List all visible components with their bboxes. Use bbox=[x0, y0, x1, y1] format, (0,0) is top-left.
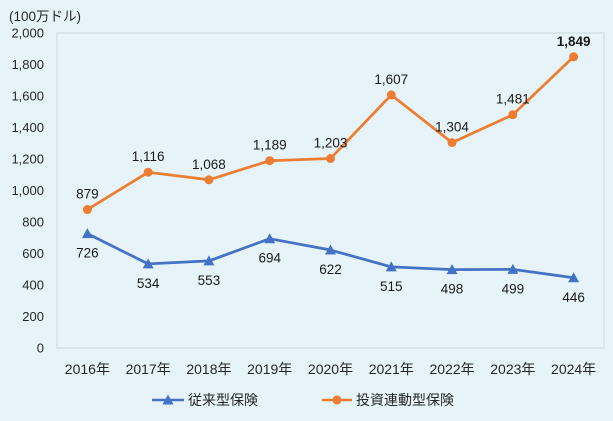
y-axis-tick-label: 800 bbox=[22, 215, 44, 230]
plot-border bbox=[56, 32, 605, 349]
y-axis-tick-label: 2,000 bbox=[11, 26, 44, 41]
data-point-marker bbox=[203, 255, 215, 266]
data-label: 1,481 bbox=[496, 92, 530, 107]
data-label: 622 bbox=[319, 262, 342, 277]
data-point-marker bbox=[143, 167, 153, 177]
data-point-marker bbox=[507, 263, 519, 274]
data-point-marker bbox=[326, 154, 335, 164]
y-axis-tick-label: 600 bbox=[22, 246, 44, 261]
data-point-marker bbox=[325, 244, 336, 255]
y-axis-tick-label: 400 bbox=[22, 278, 44, 293]
data-label: 1,607 bbox=[374, 72, 408, 87]
data-point-marker bbox=[82, 205, 92, 215]
x-axis-tick-label: 2022年 bbox=[429, 361, 474, 377]
data-label: 879 bbox=[76, 187, 99, 202]
data-point-marker bbox=[81, 228, 93, 239]
data-label: 726 bbox=[76, 246, 99, 261]
x-axis-tick-label: 2023年 bbox=[490, 361, 535, 377]
data-point-marker bbox=[386, 90, 396, 100]
data-label: 1,068 bbox=[192, 157, 226, 172]
y-axis-tick-label: 1,200 bbox=[11, 152, 44, 167]
data-label: 446 bbox=[562, 290, 585, 305]
data-point-marker bbox=[142, 258, 154, 269]
data-point-marker bbox=[265, 156, 275, 166]
series-line-1 bbox=[86, 55, 575, 211]
x-axis-tick-label: 2020年 bbox=[308, 361, 353, 377]
y-axis-tick-label: 1,000 bbox=[11, 183, 44, 198]
unit-label: (100万ドル) bbox=[9, 9, 82, 24]
data-point-marker bbox=[385, 261, 397, 272]
data-point-marker bbox=[446, 264, 458, 275]
data-label: 694 bbox=[258, 251, 281, 266]
data-label: 1,304 bbox=[435, 120, 469, 135]
data-label: 1,849 bbox=[557, 34, 591, 49]
x-axis-tick-label: 2019年 bbox=[247, 361, 292, 377]
data-label: 499 bbox=[502, 281, 525, 296]
data-label: 534 bbox=[137, 276, 160, 291]
y-axis-tick-label: 0 bbox=[37, 341, 44, 356]
y-axis-tick-label: 1,400 bbox=[11, 120, 44, 135]
data-label: 1,116 bbox=[132, 149, 165, 164]
data-point-marker bbox=[508, 110, 518, 120]
legend: 従来型保険 投資連動型保険 bbox=[152, 392, 454, 408]
data-label: 1,203 bbox=[314, 136, 348, 151]
data-point-marker bbox=[264, 233, 276, 244]
x-axis-tick-label: 2016年 bbox=[65, 361, 110, 377]
x-axis-tick-label: 2017年 bbox=[126, 361, 171, 377]
data-label: 515 bbox=[380, 279, 403, 294]
y-axis-tick-label: 1,600 bbox=[11, 89, 44, 104]
legend-label: 投資連動型保険 bbox=[356, 392, 454, 408]
data-point-marker bbox=[204, 175, 214, 185]
x-axis-tick-label: 2024年 bbox=[551, 361, 596, 377]
data-label: 1,189 bbox=[253, 138, 287, 153]
data-point-marker bbox=[447, 138, 457, 148]
x-axis-tick-label: 2018年 bbox=[186, 361, 231, 377]
y-axis-tick-label: 200 bbox=[22, 309, 44, 324]
x-axis-tick-label: 2021年 bbox=[369, 361, 414, 377]
data-label: 553 bbox=[198, 273, 221, 288]
data-label: 498 bbox=[441, 282, 464, 297]
y-axis-tick-label: 1,800 bbox=[11, 57, 44, 72]
legend-label: 従来型保険 bbox=[188, 392, 258, 408]
data-point-marker bbox=[568, 272, 580, 283]
legend-marker bbox=[332, 395, 342, 405]
data-point-marker bbox=[569, 52, 579, 62]
legend-marker bbox=[162, 394, 174, 405]
